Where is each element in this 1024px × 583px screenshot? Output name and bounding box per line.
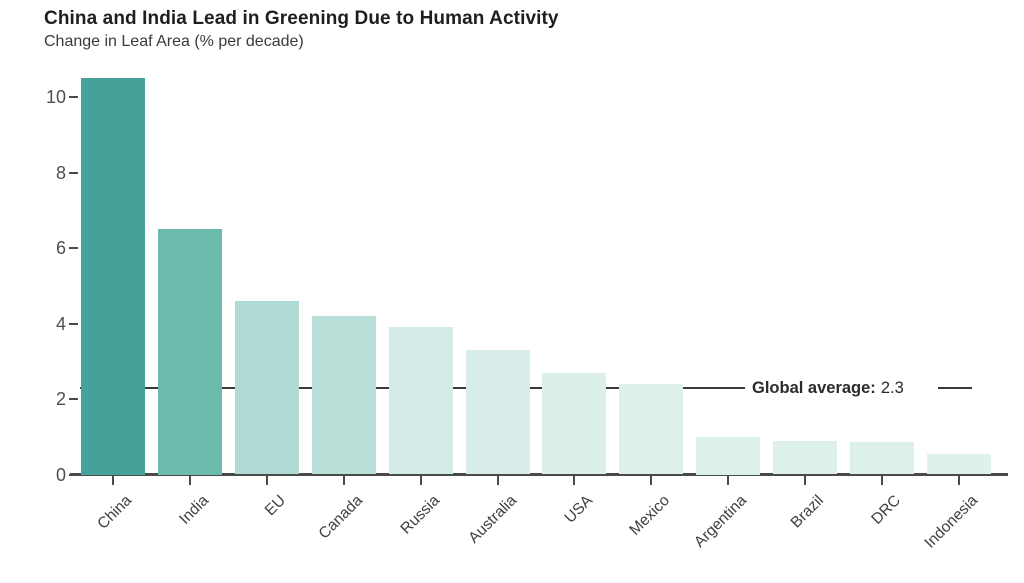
x-axis-label-china: China xyxy=(94,492,136,533)
y-tick-label-2: 2 xyxy=(55,389,66,409)
x-tick-mark-drc xyxy=(881,476,883,485)
x-tick-mark-china xyxy=(112,476,114,485)
bar-russia xyxy=(388,327,453,475)
x-axis-label-indonesia: Indonesia xyxy=(921,492,981,552)
bar-australia xyxy=(465,349,530,475)
chart-subtitle: Change in Leaf Area (% per decade) xyxy=(44,33,304,50)
bar-indonesia xyxy=(926,453,991,475)
bar-usa xyxy=(542,372,607,475)
y-tick-mark-8 xyxy=(69,171,78,174)
y-tick-mark-4 xyxy=(69,322,78,325)
chart-title: China and India Lead in Greening Due to … xyxy=(44,8,559,29)
x-axis-label-eu: EU xyxy=(261,492,289,520)
x-axis-label-drc: DRC xyxy=(868,492,905,528)
x-axis-line xyxy=(70,473,1008,476)
x-tick-mark-russia xyxy=(419,476,422,485)
y-tick-label-4: 4 xyxy=(55,313,66,334)
y-tick-mark-10 xyxy=(69,96,78,98)
y-tick-label-6: 6 xyxy=(55,238,66,258)
x-tick-mark-mexico xyxy=(650,476,653,485)
y-tick-mark-2 xyxy=(69,398,78,400)
y-tick-mark-0 xyxy=(69,473,78,476)
bar-india xyxy=(157,229,222,475)
bar-brazil xyxy=(773,440,838,475)
x-tick-mark-australia xyxy=(496,476,499,485)
x-axis-label-russia: Russia xyxy=(397,492,443,538)
global-average-label: Global average: 2.3 xyxy=(752,376,904,400)
y-tick-label-8: 8 xyxy=(55,162,66,183)
bar-china xyxy=(81,78,145,475)
x-axis-label-usa: USA xyxy=(561,492,597,527)
x-tick-mark-indonesia xyxy=(957,476,960,485)
global-average-line-right xyxy=(938,386,972,389)
x-tick-mark-india xyxy=(188,476,191,485)
x-tick-mark-argentina xyxy=(727,476,730,485)
bar-canada xyxy=(311,315,376,475)
y-tick-label-0: 0 xyxy=(55,464,66,485)
y-tick-mark-6 xyxy=(69,247,78,249)
x-tick-mark-eu xyxy=(265,476,268,485)
x-axis-label-brazil: Brazil xyxy=(787,492,828,532)
global-average-label-text: Global average: xyxy=(752,378,876,397)
bar-mexico xyxy=(619,383,684,475)
y-tick-label-10: 10 xyxy=(45,87,66,107)
x-tick-mark-usa xyxy=(573,476,576,485)
bar-eu xyxy=(234,300,299,475)
bar-drc xyxy=(850,442,914,475)
x-axis-label-australia: Australia xyxy=(464,492,520,547)
x-axis-label-mexico: Mexico xyxy=(626,492,674,539)
x-axis-label-argentina: Argentina xyxy=(691,492,751,551)
x-axis-label-india: India xyxy=(176,492,212,528)
bar-argentina xyxy=(696,436,761,475)
x-tick-mark-brazil xyxy=(804,476,807,485)
global-average-value: 2.3 xyxy=(880,378,904,397)
x-tick-mark-canada xyxy=(342,476,345,485)
x-axis-label-canada: Canada xyxy=(315,492,366,543)
